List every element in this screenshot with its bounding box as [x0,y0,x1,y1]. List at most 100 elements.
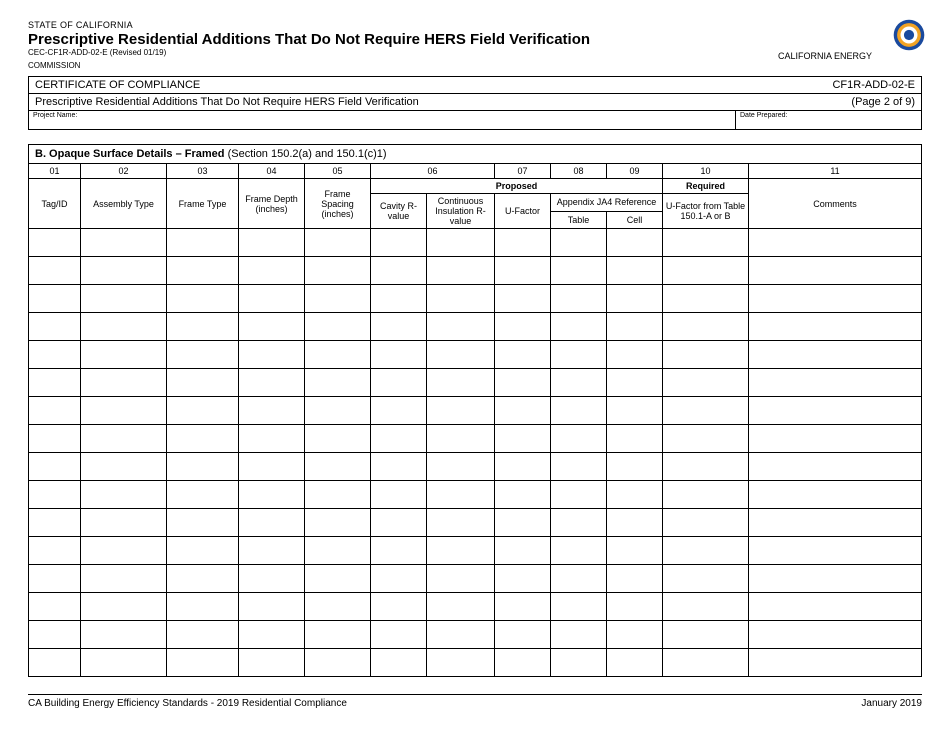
table-cell[interactable] [29,565,81,593]
table-cell[interactable] [305,369,371,397]
table-cell[interactable] [551,313,607,341]
table-row[interactable] [29,229,922,257]
table-cell[interactable] [81,229,167,257]
table-cell[interactable] [239,537,305,565]
table-cell[interactable] [427,481,495,509]
table-cell[interactable] [663,313,749,341]
table-cell[interactable] [495,453,551,481]
table-cell[interactable] [167,649,239,677]
table-cell[interactable] [305,341,371,369]
table-cell[interactable] [81,257,167,285]
table-cell[interactable] [495,285,551,313]
table-cell[interactable] [427,285,495,313]
table-cell[interactable] [81,621,167,649]
table-cell[interactable] [305,481,371,509]
table-cell[interactable] [305,285,371,313]
table-cell[interactable] [551,369,607,397]
table-cell[interactable] [167,369,239,397]
table-cell[interactable] [427,565,495,593]
table-cell[interactable] [495,397,551,425]
table-row[interactable] [29,397,922,425]
table-cell[interactable] [663,649,749,677]
table-cell[interactable] [607,565,663,593]
table-cell[interactable] [607,593,663,621]
table-cell[interactable] [305,537,371,565]
table-cell[interactable] [551,565,607,593]
table-cell[interactable] [371,369,427,397]
table-cell[interactable] [371,397,427,425]
table-cell[interactable] [29,593,81,621]
table-cell[interactable] [427,425,495,453]
table-cell[interactable] [427,369,495,397]
table-cell[interactable] [749,481,922,509]
project-name-field[interactable]: Project Name: [29,111,736,129]
table-cell[interactable] [305,229,371,257]
table-row[interactable] [29,453,922,481]
table-cell[interactable] [239,649,305,677]
table-cell[interactable] [551,397,607,425]
table-cell[interactable] [749,565,922,593]
table-cell[interactable] [81,313,167,341]
table-cell[interactable] [551,453,607,481]
table-cell[interactable] [495,257,551,285]
table-cell[interactable] [749,257,922,285]
table-cell[interactable] [551,509,607,537]
table-cell[interactable] [29,621,81,649]
table-cell[interactable] [663,593,749,621]
table-cell[interactable] [81,537,167,565]
table-cell[interactable] [607,257,663,285]
table-cell[interactable] [305,313,371,341]
table-cell[interactable] [167,453,239,481]
table-cell[interactable] [239,313,305,341]
table-cell[interactable] [607,369,663,397]
table-cell[interactable] [663,481,749,509]
table-cell[interactable] [371,257,427,285]
table-cell[interactable] [29,481,81,509]
table-cell[interactable] [29,313,81,341]
table-cell[interactable] [371,285,427,313]
table-cell[interactable] [749,453,922,481]
table-row[interactable] [29,481,922,509]
table-row[interactable] [29,537,922,565]
table-cell[interactable] [81,369,167,397]
table-cell[interactable] [495,369,551,397]
table-cell[interactable] [81,481,167,509]
table-cell[interactable] [551,649,607,677]
table-cell[interactable] [495,593,551,621]
table-cell[interactable] [305,621,371,649]
table-cell[interactable] [167,537,239,565]
table-row[interactable] [29,257,922,285]
table-cell[interactable] [239,593,305,621]
table-row[interactable] [29,621,922,649]
table-cell[interactable] [749,509,922,537]
table-cell[interactable] [607,229,663,257]
table-row[interactable] [29,565,922,593]
table-cell[interactable] [371,453,427,481]
table-cell[interactable] [749,369,922,397]
table-cell[interactable] [167,313,239,341]
table-cell[interactable] [551,425,607,453]
table-cell[interactable] [239,509,305,537]
table-cell[interactable] [607,537,663,565]
table-cell[interactable] [607,341,663,369]
table-cell[interactable] [663,621,749,649]
table-cell[interactable] [427,649,495,677]
table-cell[interactable] [607,425,663,453]
table-cell[interactable] [371,649,427,677]
table-cell[interactable] [427,341,495,369]
table-cell[interactable] [167,285,239,313]
table-cell[interactable] [495,229,551,257]
table-cell[interactable] [427,453,495,481]
table-row[interactable] [29,509,922,537]
table-cell[interactable] [495,565,551,593]
table-cell[interactable] [607,509,663,537]
table-cell[interactable] [305,593,371,621]
table-cell[interactable] [81,509,167,537]
table-cell[interactable] [663,369,749,397]
table-cell[interactable] [749,313,922,341]
table-cell[interactable] [663,453,749,481]
table-cell[interactable] [607,481,663,509]
table-cell[interactable] [749,285,922,313]
table-cell[interactable] [427,397,495,425]
table-cell[interactable] [607,453,663,481]
